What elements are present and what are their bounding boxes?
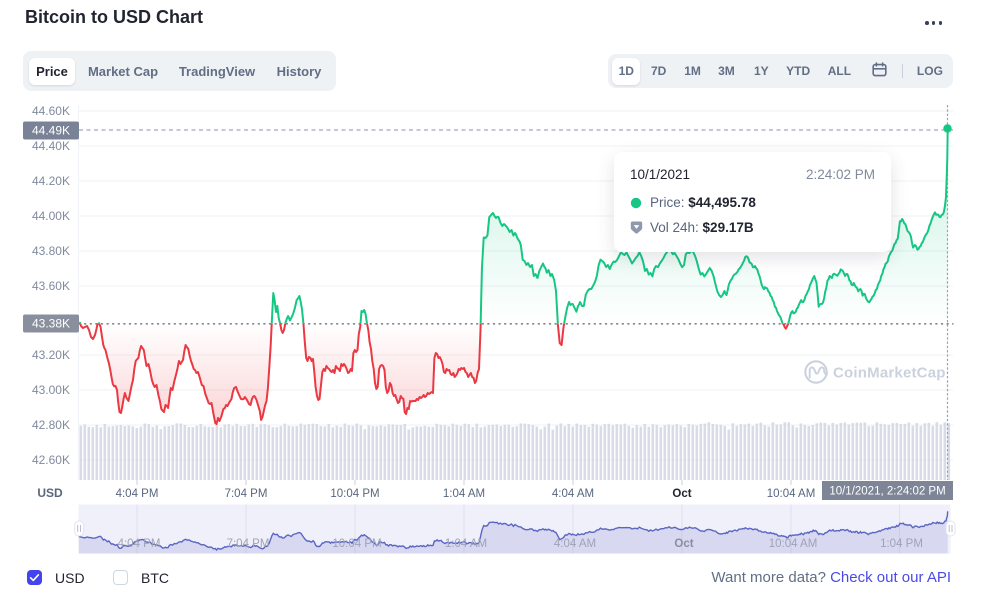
svg-text:7:04 PM: 7:04 PM <box>227 538 270 550</box>
svg-text:10:04 PM: 10:04 PM <box>330 488 379 500</box>
svg-text:1:04 PM: 1:04 PM <box>880 538 923 550</box>
svg-text:44.60K: 44.60K <box>32 104 70 118</box>
svg-text:4:04 AM: 4:04 AM <box>554 538 596 550</box>
svg-text:Oct: Oct <box>674 538 693 550</box>
svg-text:43.00K: 43.00K <box>32 383 70 397</box>
svg-text:43.60K: 43.60K <box>32 279 70 293</box>
svg-text:43.80K: 43.80K <box>32 244 70 258</box>
svg-text:44.20K: 44.20K <box>32 174 70 188</box>
svg-text:42.80K: 42.80K <box>32 418 70 432</box>
svg-text:4:04 PM: 4:04 PM <box>118 538 161 550</box>
svg-text:10:04 PM: 10:04 PM <box>332 538 381 550</box>
svg-text:7:04 PM: 7:04 PM <box>225 488 268 500</box>
svg-text:44.49K: 44.49K <box>32 124 70 138</box>
svg-text:Oct: Oct <box>672 488 691 500</box>
svg-text:USD: USD <box>37 486 63 500</box>
svg-text:4:04 AM: 4:04 AM <box>552 488 594 500</box>
svg-text:42.60K: 42.60K <box>32 453 70 467</box>
svg-text:10:04 AM: 10:04 AM <box>767 488 816 500</box>
svg-text:1:04 AM: 1:04 AM <box>443 488 485 500</box>
svg-text:1:04 AM: 1:04 AM <box>445 538 487 550</box>
svg-text:10:04 AM: 10:04 AM <box>769 538 818 550</box>
svg-text:44.40K: 44.40K <box>32 139 70 153</box>
svg-text:CoinMarketCap: CoinMarketCap <box>833 365 946 382</box>
svg-text:10/1/2021, 2:24:02 PM: 10/1/2021, 2:24:02 PM <box>829 486 945 498</box>
svg-text:43.20K: 43.20K <box>32 348 70 362</box>
svg-text:4:04 PM: 4:04 PM <box>116 488 159 500</box>
svg-text:43.38K: 43.38K <box>32 317 70 331</box>
svg-text:44.00K: 44.00K <box>32 209 70 223</box>
